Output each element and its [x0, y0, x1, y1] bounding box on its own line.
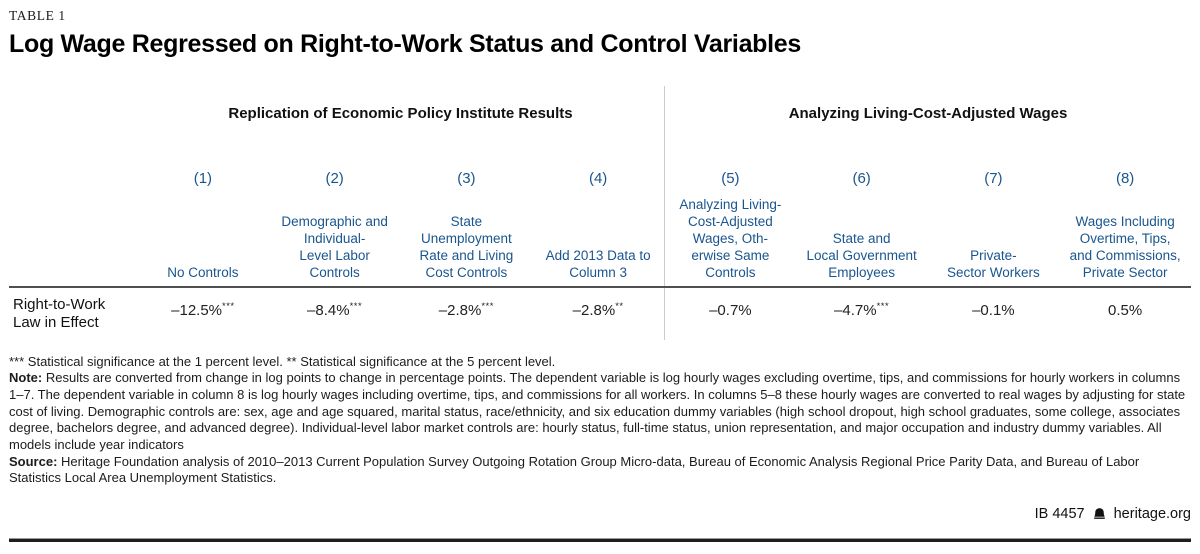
significance-stars: **: [615, 300, 624, 312]
cell-value-2: –8.4%***: [269, 288, 401, 340]
liberty-bell-icon: [1092, 507, 1107, 522]
column-label: Add 2013 Data to Column 3: [545, 247, 651, 280]
value-text: –8.4%: [307, 301, 350, 319]
header-rule: [9, 285, 1191, 288]
value-text: –4.7%: [834, 301, 877, 319]
page-title: Log Wage Regressed on Right-to-Work Stat…: [9, 30, 801, 58]
group-header-living-cost: Analyzing Living-Cost-Adjusted Wages: [664, 85, 1191, 168]
column-label: Demographic and Individual- Level Labor …: [281, 213, 388, 280]
note-text: Results are converted from change in log…: [9, 370, 1186, 453]
table-notes: *** Statistical significance at the 1 pe…: [9, 354, 1191, 488]
column-label: No Controls: [167, 264, 239, 280]
value-text: –0.1%: [972, 301, 1015, 319]
column-number: (6): [852, 169, 871, 187]
column-header-6: (6) State and Local Government Employees: [796, 168, 928, 286]
cell-value-3: –2.8%***: [401, 288, 533, 340]
column-header-5: (5) Analyzing Living- Cost-Adjusted Wage…: [664, 167, 796, 286]
column-header-8: (8) Wages Including Overtime, Tips, and …: [1059, 168, 1191, 286]
site-link[interactable]: heritage.org: [1113, 506, 1191, 523]
note-paragraph: Note: Results are converted from change …: [9, 370, 1191, 454]
value-text: –2.8%: [438, 301, 482, 319]
cell-value-5: –0.7%: [664, 287, 796, 340]
source-text: Heritage Foundation analysis of 2010–201…: [9, 453, 1140, 486]
value-text: 0.5%: [1108, 301, 1143, 319]
column-label: State Unemployment Rate and Living Cost …: [419, 213, 514, 280]
column-header-7: (7) Private- Sector Workers: [928, 168, 1060, 286]
source-label: Source:: [9, 453, 58, 469]
column-header-2: (2) Demographic and Individual- Level La…: [269, 168, 401, 286]
column-number: (3): [457, 169, 476, 187]
column-number: (2): [325, 169, 344, 187]
source-paragraph: Source: Heritage Foundation analysis of …: [9, 454, 1191, 487]
column-number: (4): [588, 169, 608, 187]
column-label: Private- Sector Workers: [946, 247, 1040, 280]
regression-table: Replication of Economic Policy Institute…: [9, 85, 1191, 340]
header-spacer: [9, 168, 137, 286]
column-number: (1): [193, 169, 213, 187]
column-label: Wages Including Overtime, Tips, and Comm…: [1069, 213, 1181, 280]
note-label: Note:: [9, 370, 43, 386]
group-header-replication: Replication of Economic Policy Institute…: [228, 104, 573, 122]
column-number: (5): [721, 169, 740, 187]
column-header-1: (1) No Controls: [137, 168, 269, 286]
column-header-4: (4) Add 2013 Data to Column 3: [532, 168, 664, 286]
value-text: –2.8%: [572, 301, 616, 319]
column-number: (7): [984, 169, 1003, 187]
significance-note: *** Statistical significance at the 1 pe…: [9, 353, 556, 369]
value-text: –12.5%: [171, 301, 223, 319]
cell-value-7: –0.1%: [928, 288, 1060, 340]
column-header-3: (3) State Unemployment Rate and Living C…: [401, 168, 533, 286]
row-label-rtw: Right-to-Work Law in Effect: [13, 295, 106, 332]
value-text: –0.7%: [709, 301, 752, 319]
column-number: (8): [1115, 169, 1135, 187]
significance-stars: ***: [876, 300, 890, 312]
cell-value-4: –2.8%**: [532, 288, 664, 340]
cell-value-8: 0.5%: [1059, 288, 1191, 340]
cell-value-1: –12.5%***: [137, 288, 269, 340]
cell-value-6: –4.7%***: [796, 288, 928, 340]
page-footer: IB 4457 heritage.org: [9, 506, 1191, 522]
doc-id: IB 4457: [1034, 506, 1085, 523]
significance-stars: ***: [349, 300, 363, 312]
significance-stars: ***: [222, 300, 235, 312]
column-label: Analyzing Living- Cost-Adjusted Wages, O…: [679, 196, 782, 280]
bottom-rule: [9, 538, 1191, 542]
significance-stars: ***: [481, 300, 494, 312]
column-label: State and Local Government Employees: [806, 230, 917, 280]
table-number-label: TABLE 1: [9, 8, 66, 23]
